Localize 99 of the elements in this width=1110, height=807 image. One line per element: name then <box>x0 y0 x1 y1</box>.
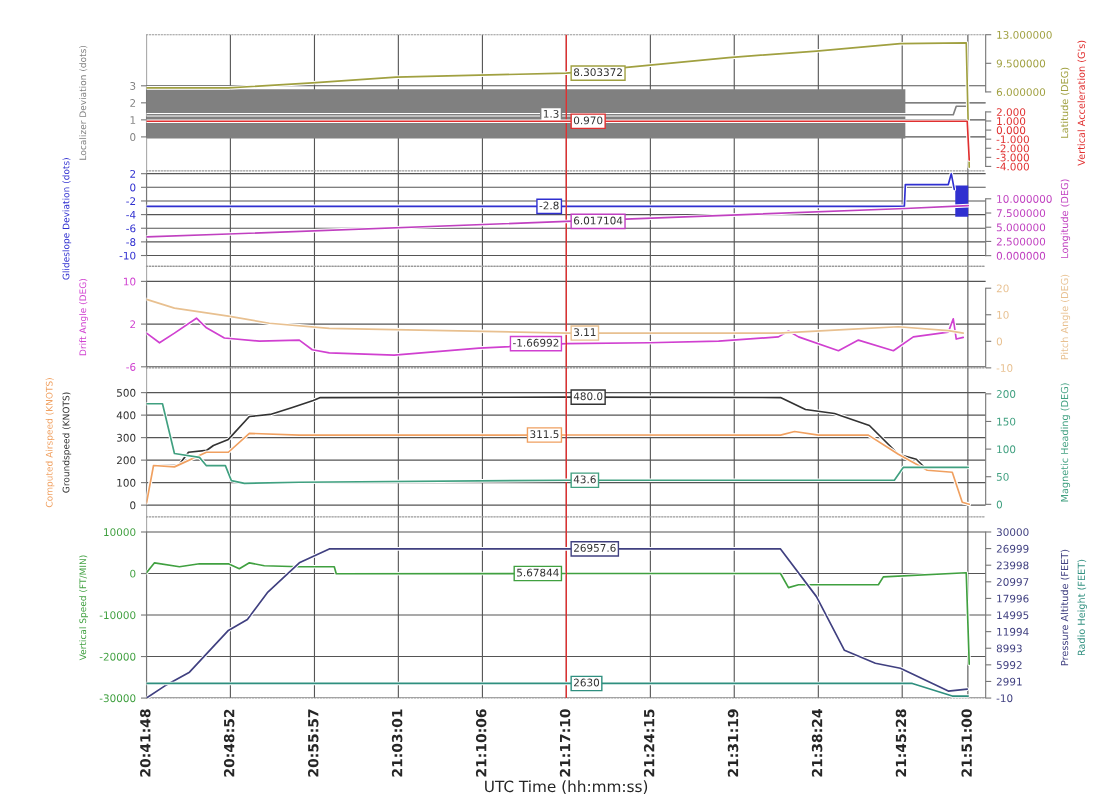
y3-tick-label: -4.000 <box>996 162 1029 171</box>
data-label: 1.3 <box>543 109 559 118</box>
y3-tick-label: -1.000 <box>996 135 1029 144</box>
y2-tick-label: 6.000000 <box>996 88 1046 97</box>
y2-tick-label: 2991 <box>996 677 1022 686</box>
text: Drift Angle (DEG) <box>79 279 88 356</box>
text: Vertical Acceleration (G's) <box>1077 40 1087 166</box>
y-tick-label: 10000 <box>104 528 136 537</box>
x-tick-label: 21:10:06 <box>475 709 487 777</box>
y2-tick-label: 0.000000 <box>996 251 1046 260</box>
data-label: -1.66992 <box>513 338 559 347</box>
y-tick-label: 200 <box>116 456 136 465</box>
y-tick-label: 400 <box>116 411 136 420</box>
y2-tick-label: 0 <box>996 337 1003 346</box>
text: Localizer Deviation (dots) <box>79 45 88 160</box>
y-tick-label: 0 <box>130 183 136 192</box>
x-tick-label: 21:38:24 <box>811 709 823 777</box>
data-label: 3.11 <box>574 328 596 337</box>
data-label: 5.67844 <box>517 568 559 577</box>
y2-tick-label: 10 <box>997 310 1009 319</box>
y3-tick-label: 1.000 <box>997 117 1026 126</box>
y2-tick-label: 0 <box>996 500 1003 509</box>
x-tick-label: 21:31:19 <box>727 709 739 777</box>
y-tick-label: -6 <box>126 224 136 233</box>
y3-tick-label: 0.000 <box>996 126 1026 135</box>
x-axis-title: UTC Time (hh:mm:ss) <box>485 780 648 794</box>
y-tick-label: 2 <box>130 99 136 107</box>
y-tick-label: 2 <box>130 320 136 329</box>
x-tick-label: 21:45:28 <box>895 709 907 777</box>
data-label: 0.970 <box>573 116 603 125</box>
y-tick-label: -8 <box>126 238 136 246</box>
y2-tick-label: 20997 <box>996 578 1029 586</box>
y2-tick-label: 30000 <box>996 528 1029 537</box>
text: Magnetic Heading (DEG) <box>1060 383 1071 502</box>
text: Longitude (DEG) <box>1060 179 1071 258</box>
y2-tick-label: 7.500000 <box>996 209 1046 218</box>
y2-tick-label: 23998 <box>996 561 1029 570</box>
data-label: 8.303372 <box>573 68 622 77</box>
y2-tick-label: 5.000000 <box>996 223 1046 232</box>
y2-tick-label: -10 <box>996 694 1013 703</box>
line-series <box>146 41 972 169</box>
y2-tick-label: 17996 <box>997 594 1029 603</box>
y2-tick-label: 26999 <box>996 544 1029 553</box>
y-tick-label: 100 <box>117 478 136 487</box>
x-tick-label: 21:17:10 <box>559 709 571 777</box>
y2-tick-label: 5992 <box>996 661 1022 669</box>
text: Glideslope Deviation (dots) <box>62 158 72 280</box>
y2-tick-label: 150 <box>997 417 1016 426</box>
y-tick-label: -10 <box>119 251 136 260</box>
y-tick-label: 3 <box>130 82 136 90</box>
data-label: 6.017104 <box>573 216 623 225</box>
y-tick-label: 300 <box>117 433 136 442</box>
y3-tick-label: -2.000 <box>996 144 1029 153</box>
y-tick-label: -2 <box>126 197 136 205</box>
y-tick-label: 0 <box>130 501 136 510</box>
y2-tick-label: 11994 <box>997 627 1029 636</box>
x-tick-label: 21:24:15 <box>643 709 655 777</box>
text: Vertical Speed (FT/MIN) <box>79 555 88 661</box>
y2-tick-label: 10.000000 <box>997 195 1052 203</box>
x-tick-label: 21:03:01 <box>391 709 403 777</box>
x-tick-label: 20:48:52 <box>223 709 235 777</box>
data-label: 311.5 <box>530 430 559 439</box>
text: Pressure Altitude (FEET) <box>1060 549 1070 666</box>
data-label: 26957.6 <box>574 543 616 552</box>
data-label: 43.6 <box>573 475 596 484</box>
text: Latitude (DEG) <box>1060 67 1070 138</box>
data-label: 480.0 <box>573 392 603 401</box>
y-tick-label: 0 <box>130 133 136 141</box>
y-tick-label: 0 <box>130 569 136 578</box>
data-label: -2.8 <box>539 201 559 210</box>
text: Pitch Angle (DEG) <box>1060 274 1071 360</box>
x-tick-label: 21:51:00 <box>961 709 972 777</box>
y2-tick-label: 50 <box>996 472 1009 481</box>
y-tick-label: -4 <box>126 210 136 219</box>
y-tick-label: -6 <box>126 363 136 371</box>
y2-tick-label: 13.000000 <box>997 30 1052 39</box>
y-tick-label: -30000 <box>99 694 136 703</box>
y2-tick-label: 9.500000 <box>996 59 1046 68</box>
y-tick-label: -10000 <box>99 611 136 620</box>
y3-tick-label: -3.000 <box>996 153 1029 162</box>
text: Radio Height (FEET) <box>1077 559 1087 656</box>
y2-tick-label: 100 <box>997 445 1016 454</box>
y-tick-label: 2 <box>130 169 136 178</box>
y-tick-label: 1 <box>130 116 136 124</box>
y2-tick-label: 8993 <box>996 644 1022 653</box>
y2-tick-label: 14995 <box>997 611 1029 620</box>
x-tick-label: 20:41:48 <box>140 709 151 777</box>
y2-tick-label: 200 <box>996 390 1016 398</box>
text: Computed Airspeed (KNOTS) <box>45 378 55 508</box>
y3-tick-label: 2.000 <box>996 108 1026 117</box>
y2-tick-label: -10 <box>996 364 1013 372</box>
y-tick-label: -20000 <box>99 652 136 661</box>
x-tick-label: 20:55:57 <box>307 709 319 777</box>
y-tick-label: 500 <box>117 388 136 397</box>
y-tick-label: 10 <box>123 277 136 286</box>
text: Groundspeed (KNOTS) <box>62 392 72 493</box>
y2-tick-label: 20 <box>996 284 1009 293</box>
data-label: 2630 <box>574 678 600 687</box>
y2-tick-label: 2.500000 <box>996 237 1046 246</box>
